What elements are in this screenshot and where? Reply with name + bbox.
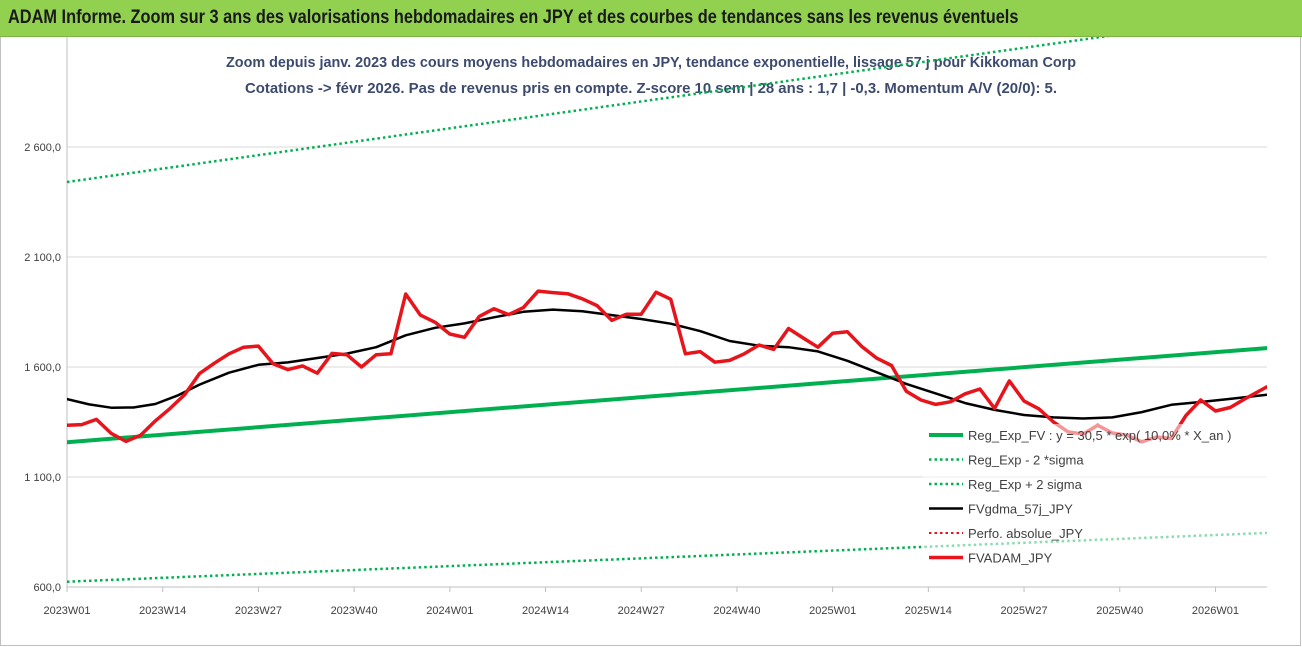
legend-label-plus2: Reg_Exp + 2 sigma <box>968 477 1083 492</box>
series-line-minus2 <box>67 531 1267 583</box>
legend-label-fvgdma: FVgdma_57j_JPY <box>968 502 1073 517</box>
x-tick-label: 2024W01 <box>426 605 473 617</box>
header-banner: ADAM Informe. Zoom sur 3 ans des valoris… <box>0 0 1302 37</box>
x-tick-label: 2024W40 <box>713 605 760 617</box>
line-chart: Zoom depuis janv. 2023 des cours moyens … <box>24 37 1269 617</box>
x-tick-label: 2025W27 <box>1001 605 1048 617</box>
legend-label-minus2: Reg_Exp - 2 *sigma <box>968 453 1084 468</box>
legend-label-reg: Reg_Exp_FV : y = 30,5 * exp( 10,0% * X_a… <box>968 428 1231 443</box>
legend: Reg_Exp_FV : y = 30,5 * exp( 10,0% * X_a… <box>923 424 1269 574</box>
axes: 600,0 1 100,0 1 600,0 2 100,0 2 600,0 2023W01… <box>24 37 1267 617</box>
x-tick-label: 2024W27 <box>618 605 665 617</box>
x-tick-label: 2025W14 <box>905 605 952 617</box>
chart-area: Zoom depuis janv. 2023 des cours moyens … <box>0 37 1301 646</box>
x-tick-label: 2023W14 <box>139 605 186 617</box>
y-tick-label: 1 600,0 <box>24 362 61 374</box>
legend-label-fvadam: FVADAM_JPY <box>968 551 1053 566</box>
y-tick-label: 1 100,0 <box>24 472 61 484</box>
chart-title-line-1: Zoom depuis janv. 2023 des cours moyens … <box>226 54 1076 71</box>
x-tick-label: 2024W14 <box>522 605 569 617</box>
legend-box <box>923 424 1269 574</box>
y-tick-label: 600,0 <box>33 582 61 594</box>
x-tick-label: 2023W27 <box>235 605 282 617</box>
x-tick-label: 2023W01 <box>43 605 90 617</box>
series-line-reg <box>67 346 1267 445</box>
legend-label-perfo: Perfo. absolue_JPY <box>968 526 1083 541</box>
x-tick-label: 2023W40 <box>331 605 378 617</box>
chart-title-line-2: Cotations -> févr 2026. Pas de revenus p… <box>245 80 1057 97</box>
x-tick-label: 2025W40 <box>1096 605 1143 617</box>
banner-title: ADAM Informe. Zoom sur 3 ans des valoris… <box>8 7 1019 28</box>
y-tick-label: 2 600,0 <box>24 142 61 154</box>
series-line-plus2 <box>67 37 1110 184</box>
x-tick-label: 2025W01 <box>809 605 856 617</box>
series-line-fvgdma <box>67 308 1267 420</box>
y-tick-label: 2 100,0 <box>24 252 61 264</box>
x-tick-label: 2026W01 <box>1192 605 1239 617</box>
